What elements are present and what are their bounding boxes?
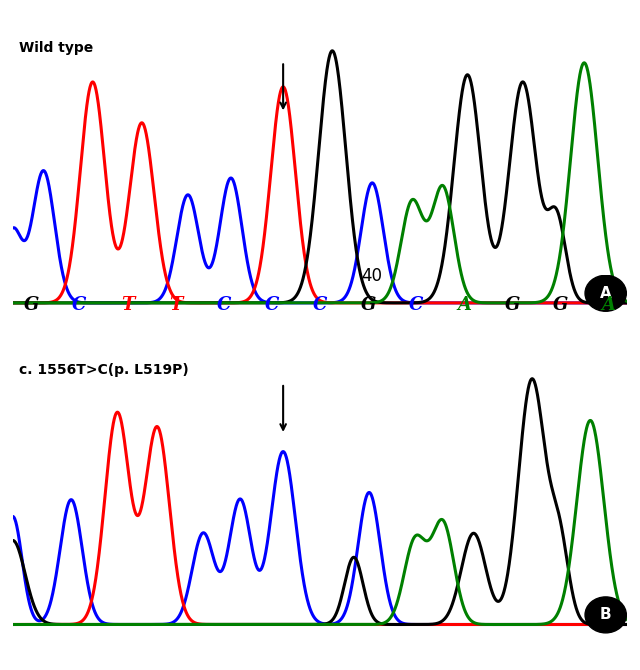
Text: T: T (121, 296, 134, 314)
Text: 40: 40 (362, 267, 383, 285)
Text: c. 1556T>C(p. L519P): c. 1556T>C(p. L519P) (19, 363, 189, 377)
Text: G: G (505, 296, 520, 314)
Text: G: G (553, 296, 568, 314)
Text: C: C (265, 296, 279, 314)
Text: T: T (169, 296, 182, 314)
Text: A: A (602, 296, 616, 314)
Text: C: C (409, 296, 424, 314)
Text: C: C (313, 296, 327, 314)
Text: G: G (24, 296, 39, 314)
Text: A: A (458, 296, 472, 314)
Text: C: C (216, 296, 231, 314)
Text: Wild type: Wild type (19, 42, 93, 55)
Text: G: G (360, 296, 376, 314)
Text: C: C (72, 296, 86, 314)
